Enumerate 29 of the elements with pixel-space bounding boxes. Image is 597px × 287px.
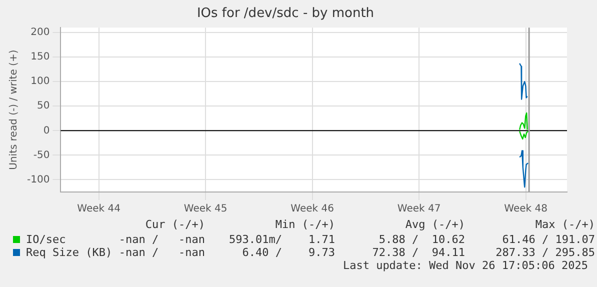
text: Min (-/+) bbox=[275, 218, 335, 231]
text: 72.38 / 94.11 bbox=[372, 246, 465, 259]
text: Max (-/+) bbox=[535, 218, 595, 231]
text: 6.40 / 9.73 bbox=[242, 246, 335, 259]
x-tick-label: Week 45 bbox=[184, 204, 228, 215]
y-tick-label: 50 bbox=[36, 100, 50, 112]
text: 61.46 / 191.07 bbox=[502, 233, 595, 246]
legend-label: Req Size (KB) bbox=[26, 246, 112, 259]
text: -nan / -nan bbox=[118, 246, 205, 259]
text: Last update: Wed Nov 26 17:05:06 2025 bbox=[342, 259, 588, 272]
y-tick-label: -50 bbox=[33, 150, 50, 161]
chart-title: IOs for /dev/sdc - by month bbox=[196, 6, 374, 22]
y-tick-label: -100 bbox=[26, 174, 50, 186]
text: Avg (-/+) bbox=[405, 218, 465, 231]
text: 593.01m/ 1.71 bbox=[229, 233, 335, 246]
y-tick-label: 200 bbox=[30, 27, 50, 38]
x-tick-label: Week 44 bbox=[77, 204, 120, 215]
text: -nan / -nan bbox=[118, 233, 205, 246]
x-tick-label: Week 48 bbox=[504, 204, 548, 215]
x-tick-label: Week 47 bbox=[397, 204, 441, 215]
text: 287.33 / 295.85 bbox=[496, 246, 595, 259]
text: 5.88 / 10.62 bbox=[378, 233, 465, 246]
text: Cur (-/+) bbox=[145, 218, 205, 231]
y-axis-title: Units read (-) / write (+) bbox=[8, 50, 20, 170]
y-tick-label: 150 bbox=[30, 52, 50, 63]
y-tick-label: 0 bbox=[43, 125, 50, 136]
legend-label: IO/sec bbox=[26, 233, 66, 246]
y-tick-label: 100 bbox=[30, 76, 50, 88]
x-tick-label: Week 46 bbox=[290, 204, 334, 215]
